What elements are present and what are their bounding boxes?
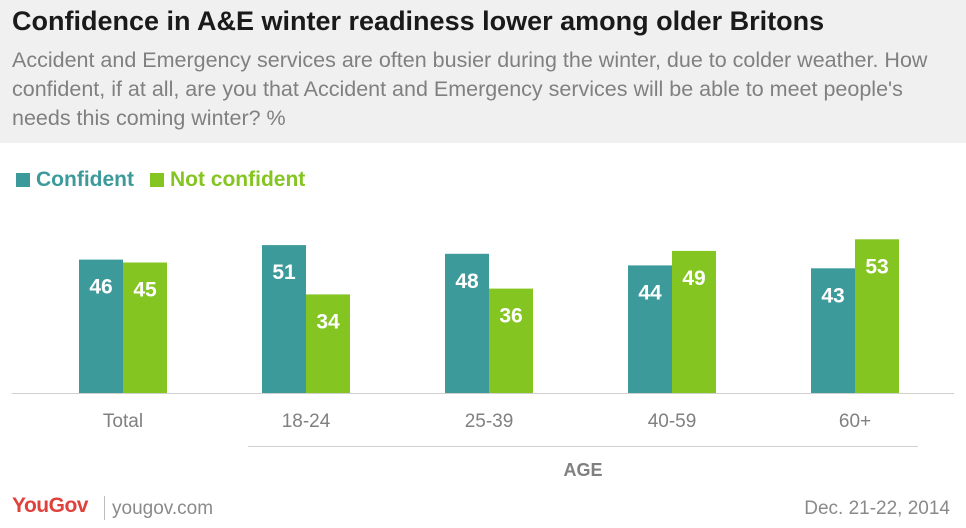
data-label-not-confident: 45 — [133, 279, 157, 302]
footer-divider — [104, 496, 105, 520]
legend-item-confident: Confident — [16, 168, 134, 192]
bar-confident — [628, 265, 672, 393]
legend-swatch-not-confident — [149, 173, 164, 187]
data-label-not-confident: 36 — [499, 305, 522, 328]
legend-label-not-confident: Not confident — [169, 168, 306, 191]
legend-swatch-confident — [16, 173, 30, 187]
bar-not-confident — [489, 288, 533, 393]
bar-confident — [79, 259, 123, 393]
bar-not-confident — [672, 250, 716, 393]
x-tick-label: Total — [103, 411, 143, 432]
data-label-confident: 44 — [638, 281, 662, 304]
x-tick-label: 18-24 — [282, 411, 331, 432]
data-label-not-confident: 49 — [682, 267, 705, 290]
bar-confident — [445, 253, 489, 393]
bar-not-confident — [306, 294, 350, 393]
chart-legend: Confident Not confident — [16, 167, 321, 193]
data-label-not-confident: 53 — [865, 255, 888, 278]
x-tick-label: 60+ — [839, 411, 871, 432]
footer-site: yougov.com — [112, 498, 214, 519]
bar-confident — [811, 268, 855, 393]
x-axis-label: AGE — [563, 460, 602, 480]
bar-confident — [262, 245, 306, 393]
legend-label-confident: Confident — [36, 168, 134, 191]
chart-subtitle: Accident and Emergency services are ofte… — [12, 48, 928, 130]
yougov-logo: YouGov — [12, 494, 88, 517]
chart-header: Confidence in A&E winter readiness lower… — [0, 0, 966, 143]
legend-item-not-confident: Not confident — [149, 168, 306, 192]
footer-date: Dec. 21-22, 2014 — [804, 498, 950, 519]
chart-title: Confidence in A&E winter readiness lower… — [12, 6, 825, 36]
x-tick-label: 40-59 — [648, 411, 697, 432]
data-label-confident: 48 — [455, 270, 479, 293]
bar-not-confident — [123, 262, 167, 393]
bar-not-confident — [855, 239, 899, 393]
data-label-confident: 43 — [821, 284, 844, 307]
data-label-not-confident: 34 — [316, 310, 340, 333]
data-label-confident: 46 — [89, 276, 112, 299]
data-label-confident: 51 — [272, 261, 296, 284]
x-tick-label: 25-39 — [465, 411, 514, 432]
